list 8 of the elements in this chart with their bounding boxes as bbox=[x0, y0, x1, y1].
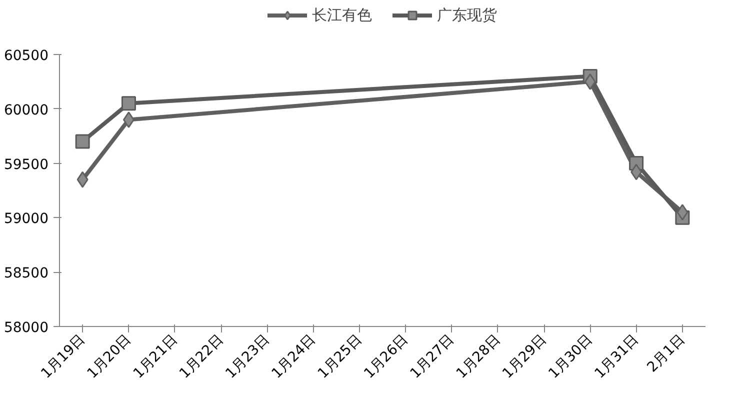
legend-label: 长江有色 bbox=[312, 6, 372, 24]
legend-label: 广东现货 bbox=[437, 6, 497, 24]
y-tick-label: 59500 bbox=[4, 156, 49, 173]
y-tick-label: 60000 bbox=[4, 102, 49, 118]
y-tick-label: 58500 bbox=[4, 266, 49, 282]
y-tick-label: 59000 bbox=[4, 211, 49, 228]
y-tick-label: 60500 bbox=[4, 48, 49, 64]
x-tick-label: 2月1日 bbox=[644, 332, 688, 376]
